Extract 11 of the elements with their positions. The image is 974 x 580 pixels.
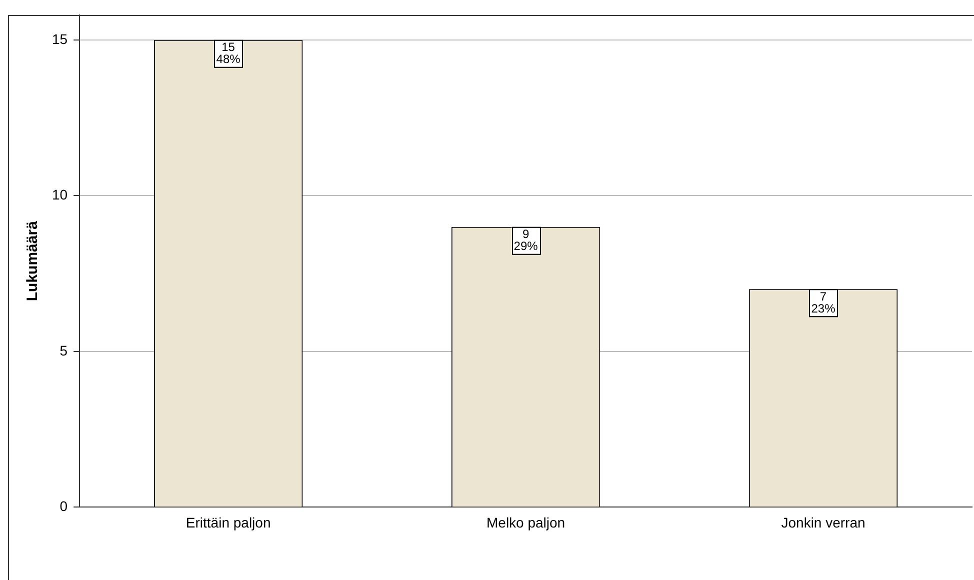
y-tick-label: 10 [52, 186, 68, 203]
y-tick-label: 0 [60, 498, 68, 514]
y-tick-label: 5 [60, 342, 68, 358]
y-tick-label: 15 [52, 30, 68, 47]
x-tick-label: Jonkin verran [781, 514, 866, 530]
data-label: 9 29% [514, 227, 538, 254]
x-tick-label: Erittäin paljon [186, 514, 271, 530]
data-label: 15 48% [216, 40, 241, 66]
y-axis-title: Lukumäärä [24, 220, 42, 302]
data-label: 7 23% [811, 289, 836, 316]
x-tick-label: Melko paljon [486, 514, 566, 530]
